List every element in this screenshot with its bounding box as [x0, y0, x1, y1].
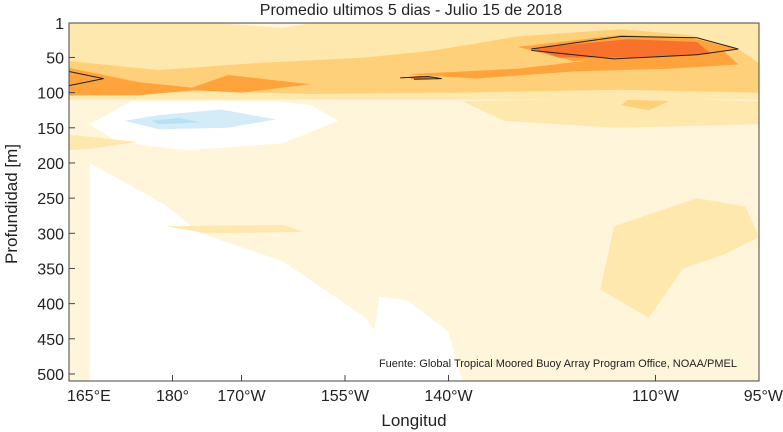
contour-region-20 [165, 224, 304, 234]
contour-region-4 [69, 68, 207, 96]
y-tick-label-7: 300 [37, 226, 64, 243]
chart-title: Promedio ultimos 5 dias - Julio 15 de 20… [260, 2, 562, 19]
y-tick-label-10: 450 [37, 332, 64, 349]
contour-region-9 [407, 75, 435, 80]
plot-frame [68, 22, 760, 382]
y-tick-label-6: 250 [37, 191, 64, 208]
contour-line-1 [531, 35, 739, 60]
x-tick-label-1: 165°E [67, 388, 111, 405]
y-tick-label-11: 500 [37, 367, 64, 384]
contour-region-16 [124, 109, 276, 130]
y-tick-label-2: 50 [46, 50, 64, 67]
y-axis-label: Profundidad [m] [2, 144, 21, 264]
contour-region-19 [69, 134, 138, 151]
contour-region-21 [600, 198, 759, 318]
x-tick-label-3: 170°W [217, 388, 266, 405]
contour-lines [68, 35, 739, 87]
contour-region-11 [213, 23, 311, 28]
contour-region-18 [462, 98, 759, 128]
plot-area [68, 22, 760, 382]
contour-region-22 [621, 99, 670, 111]
x-axis-label: Longitud [381, 411, 446, 430]
x-axis-ticks: 165°E 180° 170°W 155°W 140°W 110°W 95°W [67, 375, 783, 405]
y-tick-label-9: 400 [37, 297, 64, 314]
x-tick-label-5: 140°W [424, 388, 473, 405]
contour-region-17 [151, 118, 201, 125]
y-tick-label-5: 200 [37, 156, 64, 173]
contour-region-15 [345, 296, 463, 381]
x-tick-label-2: 180° [156, 388, 189, 405]
contour-line-3 [400, 75, 442, 80]
contour-region-13 [89, 163, 408, 381]
source-note: Fuente: Global Tropical Moored Buoy Arra… [379, 358, 737, 370]
x-tick-label-4: 155°W [321, 388, 370, 405]
contour-fills [69, 23, 759, 381]
y-tick-label-1: 1 [55, 16, 64, 33]
contour-region-8 [531, 39, 711, 58]
y-tick-label-8: 350 [37, 261, 64, 278]
y-tick-label-3: 100 [37, 86, 64, 103]
contour-region-10 [69, 23, 283, 35]
contour-region-5 [186, 75, 311, 93]
y-tick-label-4: 150 [37, 121, 64, 138]
x-tick-label-7: 95°W [744, 388, 783, 405]
contour-region-3 [158, 35, 435, 54]
contour-line-2 [68, 71, 104, 87]
x-tick-label-6: 110°W [632, 388, 680, 405]
